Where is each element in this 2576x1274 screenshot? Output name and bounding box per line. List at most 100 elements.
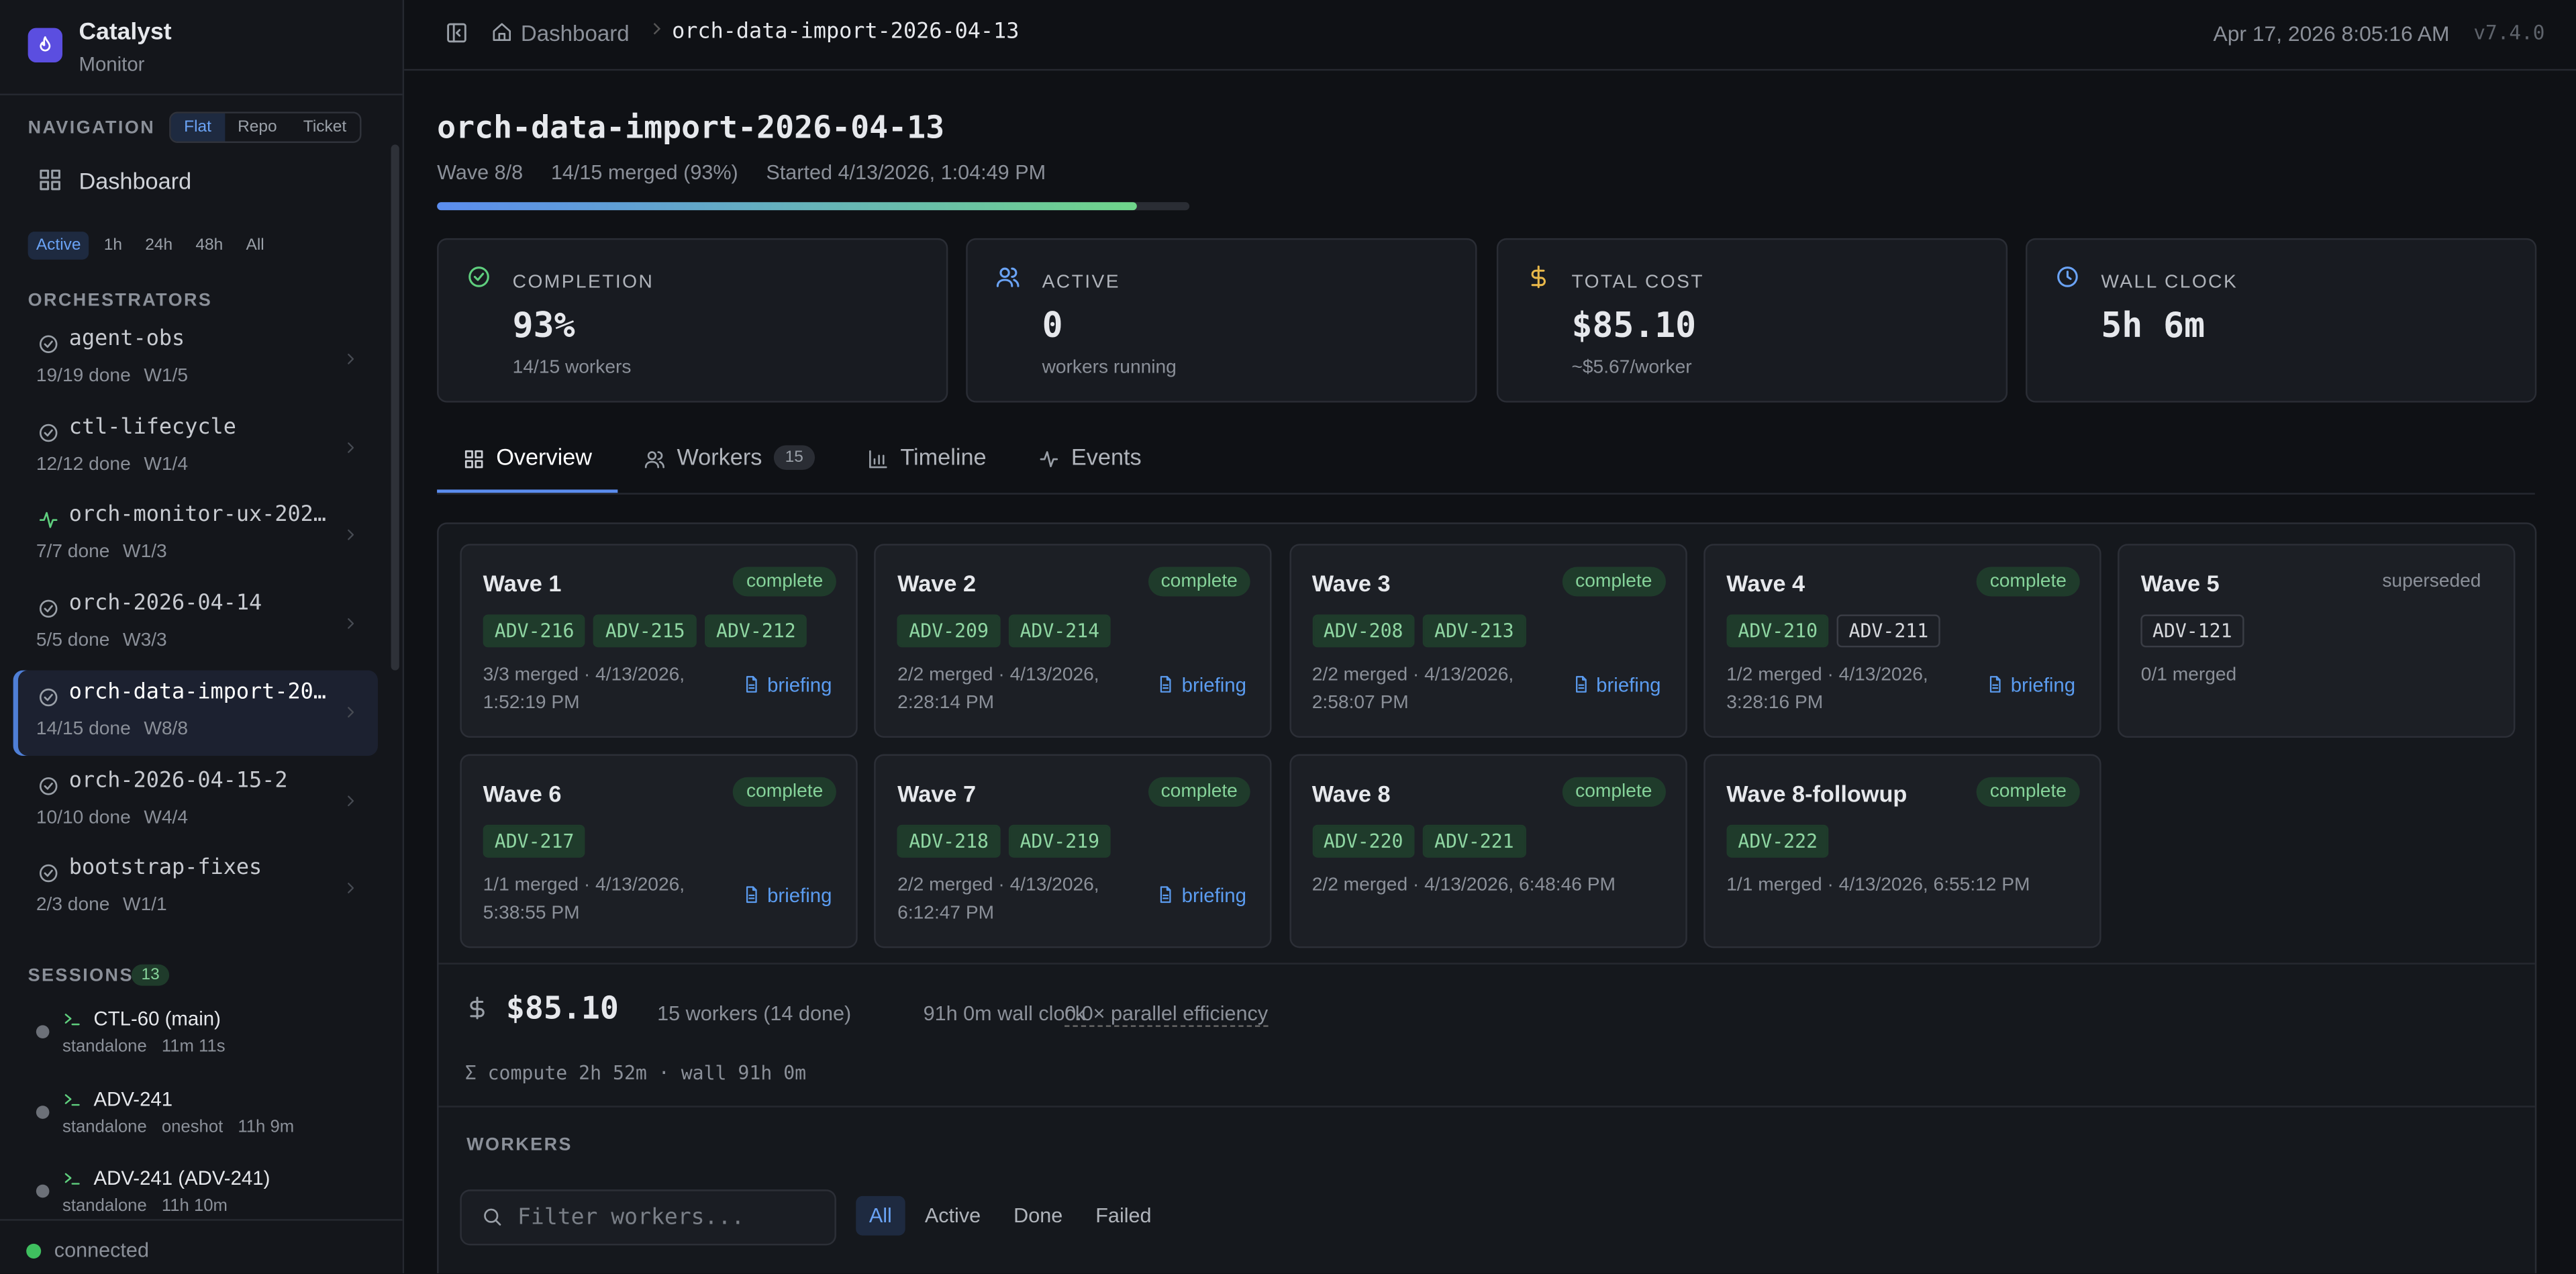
status-bar xyxy=(0,1219,403,1274)
wave-status: complete xyxy=(1148,777,1251,807)
page-title: orch-data-import-2026-04-13 xyxy=(437,109,945,146)
wave-name: Wave 5 xyxy=(2140,570,2220,597)
orchestrators-label: ORCHESTRATORS xyxy=(28,291,213,311)
stat: 12/12 done xyxy=(36,454,131,475)
summary-cost: $85.10 xyxy=(505,990,619,1027)
wave-info: 2/2 merged · 4/13/2026, 6:48:46 PM xyxy=(1311,875,1616,895)
briefing-link[interactable]: briefing xyxy=(767,673,832,697)
stat: W4/4 xyxy=(144,807,189,828)
sidebar: Catalyst Monitor NAVIGATION Flat Repo Ticket D… xyxy=(0,0,405,1274)
mode-option[interactable]: Flat xyxy=(170,113,225,142)
briefing-link[interactable]: briefing xyxy=(2010,673,2076,697)
wave-status: complete xyxy=(1562,567,1665,597)
mode-option[interactable]: Repo xyxy=(238,118,277,137)
stat: W1/5 xyxy=(144,366,189,387)
terminal-icon xyxy=(64,1093,80,1106)
stat-icon xyxy=(2057,266,2078,287)
wave-info: 0/1 merged xyxy=(2140,665,2237,685)
nav-dashboard[interactable]: Dashboard xyxy=(79,167,192,194)
orchestrator-stats: 14/15 done W8/8 xyxy=(36,720,188,739)
divider xyxy=(0,93,403,95)
stat-card: WALL CLOCK 5h 6m xyxy=(2025,238,2536,403)
status-icon xyxy=(39,335,58,354)
dashboard-icon xyxy=(40,169,60,191)
stat-card: COMPLETION 93% 14/15 workers xyxy=(437,238,948,403)
time-filter[interactable]: Active xyxy=(28,232,89,260)
status-icon xyxy=(39,865,58,883)
orchestrator-item[interactable]: ctl-lifecycle 12/12 done W1/4 xyxy=(13,405,378,491)
wave-name: Wave 3 xyxy=(1311,570,1391,597)
worker-filter[interactable]: Active xyxy=(924,1204,981,1228)
tab[interactable]: Overview xyxy=(437,444,618,493)
wave-info: 2/2 merged · 4/13/2026, 2:28:14 PM xyxy=(897,665,1099,713)
time-filter[interactable]: 48h xyxy=(195,236,224,255)
time-filter[interactable]: 1h xyxy=(103,236,123,255)
worker-filter[interactable]: All xyxy=(856,1195,905,1236)
mode-switch: Flat Repo Ticket xyxy=(169,111,362,143)
wave-name: Wave 1 xyxy=(483,570,562,597)
search-placeholder: Filter workers... xyxy=(517,1204,745,1231)
meta: 11h 10m xyxy=(161,1195,228,1216)
summary-compute: Σ compute 2h 52m · wall 91h 0m xyxy=(464,1061,807,1085)
tab[interactable]: Timeline xyxy=(841,444,1013,493)
orchestrator-item[interactable]: orch-data-import-20… 14/15 done W8/8 xyxy=(13,670,378,756)
status-icon xyxy=(39,688,58,706)
briefing-link[interactable]: briefing xyxy=(1181,673,1246,697)
tab-icon xyxy=(1040,451,1058,468)
ticket: ADV-215 xyxy=(593,614,697,648)
panel-divider xyxy=(438,963,2535,965)
orchestrator-item[interactable]: orch-monitor-ux-202… 7/7 done W1/3 xyxy=(13,493,378,579)
briefing-link[interactable]: briefing xyxy=(767,883,832,908)
sessions-label: SESSIONS xyxy=(28,966,134,986)
time-filter[interactable]: All xyxy=(246,236,264,255)
wave-name: Wave 2 xyxy=(897,570,977,597)
tab[interactable]: Workers 15 xyxy=(617,444,841,493)
breadcrumb-root[interactable]: Dashboard xyxy=(520,21,630,46)
stat: 2/3 done xyxy=(36,895,110,916)
orchestrator-item[interactable]: agent-obs 19/19 done W1/5 xyxy=(13,317,378,402)
sessions-count: 13 xyxy=(131,964,170,986)
stat: W1/4 xyxy=(144,454,189,475)
panel-divider xyxy=(438,1106,2535,1108)
orchestrator-item[interactable]: bootstrap-fixes 2/3 done W1/1 xyxy=(13,846,378,932)
briefing-link[interactable]: briefing xyxy=(1181,883,1246,908)
orchestrator-name: agent-obs xyxy=(68,327,185,352)
status-dot xyxy=(26,1243,42,1259)
stat-label: TOTAL COST xyxy=(1571,273,1705,293)
wave-name: Wave 8-followup xyxy=(1726,780,1908,807)
wave-name: Wave 6 xyxy=(483,780,562,807)
wave-status: complete xyxy=(1562,777,1665,807)
stat-card: TOTAL COST $85.10 ~$5.67/worker xyxy=(1495,238,2008,403)
brand-name: Catalyst xyxy=(79,19,172,46)
wave-info: 3/3 merged · 4/13/2026, 1:52:19 PM xyxy=(483,665,685,713)
ticket: ADV-221 xyxy=(1422,824,1526,858)
orchestrator-item[interactable]: orch-2026-04-14 5/5 done W3/3 xyxy=(13,582,378,667)
meta: standalone xyxy=(62,1116,147,1136)
sidebar-toggle xyxy=(447,23,466,43)
worker-filter[interactable]: Done xyxy=(1013,1204,1063,1228)
stat-value: $85.10 xyxy=(1571,305,1697,346)
session-meta: standalone oneshot 11h 9m xyxy=(62,1116,294,1136)
briefing-link[interactable]: briefing xyxy=(1596,673,1661,697)
status-icon xyxy=(39,512,58,529)
ticket: ADV-212 xyxy=(704,614,807,648)
mode-option[interactable]: Ticket xyxy=(303,118,347,137)
tab[interactable]: Events xyxy=(1012,444,1168,493)
meta: 11h 9m xyxy=(238,1116,295,1136)
ticket: ADV-222 xyxy=(1726,824,1830,858)
worker-filter[interactable]: Failed xyxy=(1095,1204,1152,1228)
wave-status: complete xyxy=(1977,777,2080,807)
status-text: connected xyxy=(54,1238,149,1262)
flame-icon xyxy=(40,36,51,52)
worker-search[interactable]: Filter workers... xyxy=(460,1189,836,1246)
orchestrator-name: orch-2026-04-15-2 xyxy=(68,768,288,793)
wave-info: 2/2 merged · 4/13/2026, 6:12:47 PM xyxy=(897,875,1099,923)
ticket: ADV-218 xyxy=(897,824,1001,858)
orchestrator-item[interactable]: orch-2026-04-15-2 10/10 done W4/4 xyxy=(13,758,378,844)
ticket: ADV-220 xyxy=(1311,824,1415,858)
time-filter[interactable]: 24h xyxy=(145,236,173,255)
tab-label: Timeline xyxy=(900,443,987,471)
doc-icon xyxy=(746,886,757,903)
ticket: ADV-211 xyxy=(1837,614,1940,648)
logo xyxy=(28,28,63,63)
